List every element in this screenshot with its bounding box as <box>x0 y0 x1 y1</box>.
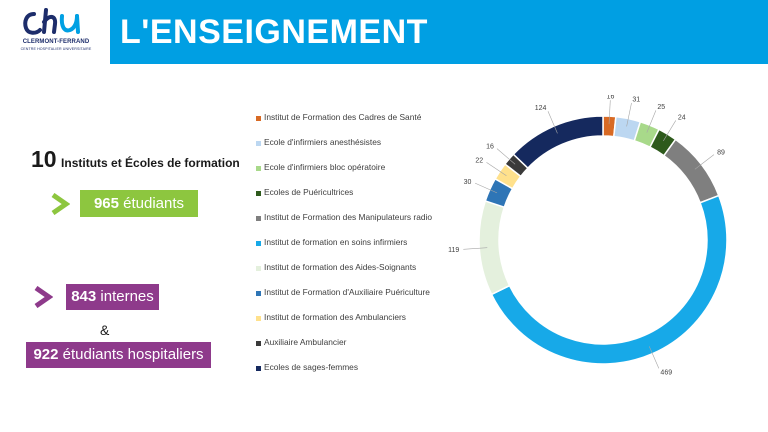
data-label-leader <box>694 154 715 170</box>
legend-swatch <box>256 166 261 171</box>
legend-swatch <box>256 141 261 146</box>
data-label-leader <box>626 102 632 127</box>
legend-label: Institut de Formation d'Auxiliaire Puéri… <box>264 287 430 297</box>
chevron-right-icon <box>34 286 53 308</box>
hospital-students-number: 922 <box>33 346 59 363</box>
interns-label: internes <box>100 288 154 305</box>
legend-swatch <box>256 216 261 221</box>
interns-badge: 843 internes <box>66 284 159 310</box>
interns-number: 843 <box>71 288 97 305</box>
legend-label: Auxiliaire Ambulancier <box>264 337 347 347</box>
data-label-leader <box>648 346 660 369</box>
donut-slice <box>512 115 604 170</box>
data-label: 25 <box>657 104 665 111</box>
institutes-label: Instituts et Écoles de formation <box>61 156 240 170</box>
legend-swatch <box>256 316 261 321</box>
data-label-leader <box>496 148 516 165</box>
page-title: L'ENSEIGNEMENT <box>120 13 428 51</box>
data-label: 31 <box>632 97 640 104</box>
donut-chart: 16 31 25 24 89 469 119 30 22 16 124 <box>448 95 728 377</box>
data-label: 119 <box>448 247 459 254</box>
data-label: 30 <box>464 179 472 186</box>
legend-swatch <box>256 266 261 271</box>
donut-slice <box>490 194 728 365</box>
legend-label: Institut de formation en soins infirmier… <box>264 237 408 247</box>
legend-label: Institut de Formation des Manipulateurs … <box>264 212 433 222</box>
chevron-right-icon <box>51 193 70 215</box>
data-label-leader <box>474 182 498 194</box>
legend-label: Institut de formation des Ambulanciers <box>264 312 406 322</box>
hospital-students-label: étudiants hospitaliers <box>62 346 204 363</box>
ampersand: & <box>100 322 110 338</box>
legend-label: Ecoles de Puéricultrices <box>264 187 354 197</box>
data-label: 124 <box>535 105 547 112</box>
students-number: 965 <box>93 195 119 212</box>
donut-slice <box>662 138 720 204</box>
logo-subtitle: CENTRE HOSPITALIER UNIVERSITAIRE <box>20 47 92 51</box>
students-badge: 965 étudiants <box>80 190 198 217</box>
data-label-leader <box>663 120 677 142</box>
institutes-number: 10 <box>31 146 57 172</box>
data-label-leader <box>486 162 507 176</box>
legend-label: Ecoles de sages-femmes <box>264 362 359 372</box>
logo-name: CLERMONT-FERRAND <box>22 39 90 45</box>
legend-swatch <box>256 116 261 121</box>
data-label: 22 <box>475 158 483 165</box>
data-label-leader <box>463 247 488 250</box>
hospital-students-badge: 922 étudiants hospitaliers <box>26 342 211 368</box>
chu-logo-mark <box>23 8 80 35</box>
data-label: 89 <box>717 150 725 157</box>
data-label: 16 <box>486 143 494 150</box>
header-bar: L'ENSEIGNEMENT <box>110 0 768 64</box>
data-label-leader <box>608 100 611 125</box>
legend-swatch <box>256 241 261 246</box>
data-label: 24 <box>678 115 686 122</box>
legend-swatch <box>256 366 261 371</box>
legend-swatch <box>256 341 261 346</box>
donut-slice <box>478 199 511 296</box>
data-label-leader <box>547 111 558 134</box>
legend-label: Institut de formation des Aides-Soignant… <box>264 262 417 272</box>
legend-swatch <box>256 291 261 296</box>
institutes-stat: 10 Instituts et Écoles de formation <box>31 146 240 173</box>
students-label: étudiants <box>123 195 185 212</box>
data-label: 469 <box>660 370 672 377</box>
data-label-leader <box>646 110 657 133</box>
legend-label: Ecole d'infirmiers anesthésistes <box>264 137 382 147</box>
legend-label: Institut de Formation des Cadres de Sant… <box>264 112 422 122</box>
legend-swatch <box>256 191 261 196</box>
legend-label: Ecole d'infirmiers bloc opératoire <box>264 162 386 172</box>
chu-logo: CLERMONT-FERRAND CENTRE HOSPITALIER UNIV… <box>0 0 110 64</box>
data-label: 16 <box>607 95 615 101</box>
